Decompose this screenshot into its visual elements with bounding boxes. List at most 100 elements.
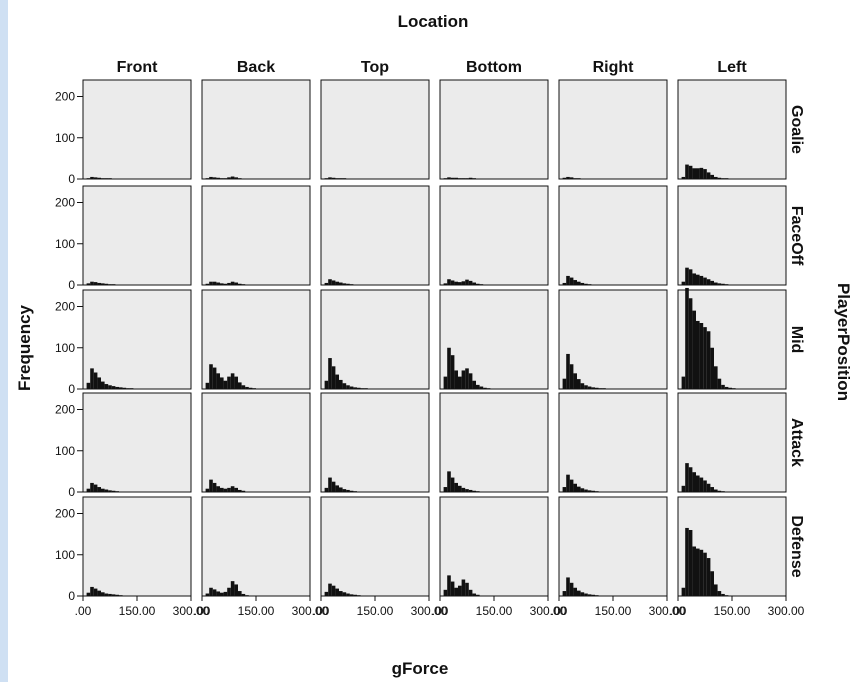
histogram-bar-mid-left: [728, 387, 732, 389]
histogram-bar-defense-back: [223, 591, 228, 596]
histogram-bar-goalie-top: [335, 178, 339, 179]
histogram-bar-attack-right: [584, 489, 588, 492]
histogram-bar-defense-right: [580, 592, 585, 596]
histogram-bar-mid-left: [703, 327, 707, 389]
histogram-bar-attack-front: [93, 484, 98, 492]
histogram-bar-faceoff-top: [324, 282, 329, 285]
histogram-bar-mid-right: [562, 378, 567, 389]
histogram-bar-mid-front: [115, 386, 119, 389]
x-tick-label: 150.00: [476, 604, 513, 618]
histogram-bar-faceoff-bottom: [447, 279, 451, 285]
histogram-bar-defense-top: [335, 588, 339, 596]
histogram-bar-defense-bottom: [461, 579, 466, 596]
x-tick-label: 150.00: [119, 604, 156, 618]
histogram-bar-mid-back: [248, 387, 253, 389]
histogram-bar-attack-top: [353, 491, 357, 492]
histogram-bar-faceoff-top: [339, 282, 343, 285]
histogram-bar-faceoff-bottom: [458, 282, 462, 285]
histogram-bar-attack-left: [696, 475, 700, 492]
histogram-bar-attack-top: [342, 489, 347, 492]
histogram-bar-mid-top: [346, 385, 350, 389]
histogram-bar-defense-left: [699, 549, 704, 596]
histogram-bar-attack-left: [717, 490, 722, 492]
histogram-bar-attack-left: [681, 485, 686, 492]
histogram-bar-attack-front: [108, 490, 112, 492]
histogram-bar-mid-back: [223, 380, 228, 389]
histogram-bar-attack-right: [591, 490, 595, 492]
histogram-bar-defense-front: [119, 595, 123, 596]
row-header-defense: Defense: [788, 515, 805, 577]
panel-mid-right: [558, 289, 668, 390]
histogram-bar-goalie-right: [569, 177, 574, 179]
histogram-bar-goalie-right: [562, 177, 567, 179]
histogram-bar-defense-left: [717, 591, 722, 596]
histogram-bar-defense-left: [703, 552, 707, 596]
histogram-bar-goalie-left: [681, 176, 686, 179]
histogram-bar-defense-left: [724, 595, 729, 596]
histogram-bar-goalie-top: [339, 178, 343, 179]
histogram-bar-mid-back: [238, 382, 242, 389]
histogram-bar-goalie-left: [724, 178, 729, 179]
histogram-bar-attack-back: [212, 482, 217, 492]
histogram-bar-mid-right: [577, 379, 581, 389]
histogram-bar-goalie-back: [220, 178, 224, 179]
histogram-bar-mid-front: [104, 384, 109, 389]
histogram-bar-faceoff-bottom: [461, 281, 466, 285]
x-tick-label: .00: [670, 604, 687, 618]
histogram-bar-mid-front: [126, 388, 130, 389]
histogram-bar-attack-front: [111, 490, 116, 492]
histogram-bar-goalie-back: [227, 177, 231, 179]
histogram-bar-defense-back: [209, 587, 213, 596]
panel-faceoff-top: [320, 185, 430, 286]
histogram-bar-attack-left: [714, 489, 718, 492]
histogram-bar-faceoff-top: [335, 281, 339, 285]
histogram-bar-defense-right: [566, 577, 570, 596]
panel-attack-bottom: [439, 392, 549, 493]
histogram-bar-mid-right: [602, 388, 606, 389]
histogram-bar-defense-left: [706, 558, 711, 596]
histogram-bar-goalie-right: [566, 176, 570, 179]
histogram-bar-faceoff-front: [101, 283, 105, 285]
histogram-bar-faceoff-back: [216, 282, 220, 285]
histogram-bar-attack-bottom: [443, 487, 448, 492]
panel-faceoff-bottom: [439, 185, 549, 286]
column-header-front: Front: [117, 59, 159, 76]
histogram-bar-defense-top: [357, 595, 361, 596]
x-tick-label: .00: [75, 604, 92, 618]
histogram-bar-defense-front: [101, 592, 105, 596]
panel-faceoff-back: [201, 185, 311, 286]
histogram-bar-defense-back: [227, 587, 231, 596]
histogram-bar-goalie-front: [93, 177, 98, 179]
histogram-bar-defense-front: [93, 588, 98, 596]
histogram-bar-defense-left: [714, 584, 718, 596]
histogram-bar-goalie-bottom: [468, 177, 473, 179]
histogram-bar-goalie-back: [230, 176, 235, 179]
histogram-bar-faceoff-front: [108, 284, 112, 285]
column-header-back: Back: [237, 59, 275, 76]
histogram-bar-faceoff-top: [331, 280, 336, 285]
histogram-bar-mid-left: [721, 384, 725, 389]
histogram-bar-defense-right: [584, 593, 588, 596]
histogram-bar-mid-back: [241, 385, 246, 389]
panel-defense-top: [320, 496, 430, 597]
histogram-bar-faceoff-back: [241, 284, 246, 285]
histogram-bar-attack-top: [349, 490, 354, 492]
histogram-bar-defense-right: [577, 590, 581, 596]
y-tick-label: 0: [68, 382, 75, 396]
histogram-bar-mid-bottom: [468, 373, 473, 389]
histogram-bar-mid-front: [93, 372, 98, 389]
histogram-bar-mid-front: [111, 386, 116, 389]
histogram-bar-mid-bottom: [476, 384, 480, 389]
histogram-bar-mid-bottom: [486, 388, 491, 389]
histogram-bar-goalie-left: [703, 169, 707, 179]
histogram-bar-faceoff-front: [111, 284, 116, 285]
histogram-bar-faceoff-bottom: [476, 283, 480, 285]
histogram-bar-goalie-bottom: [454, 177, 458, 179]
histogram-bar-defense-front: [115, 594, 119, 596]
histogram-bar-defense-top: [346, 593, 350, 596]
histogram-bar-attack-bottom: [447, 471, 451, 492]
histogram-bar-attack-top: [346, 489, 350, 492]
chart-title: Location: [398, 12, 469, 31]
histogram-bar-goalie-left: [699, 167, 704, 179]
histogram-bar-faceoff-right: [580, 282, 585, 285]
